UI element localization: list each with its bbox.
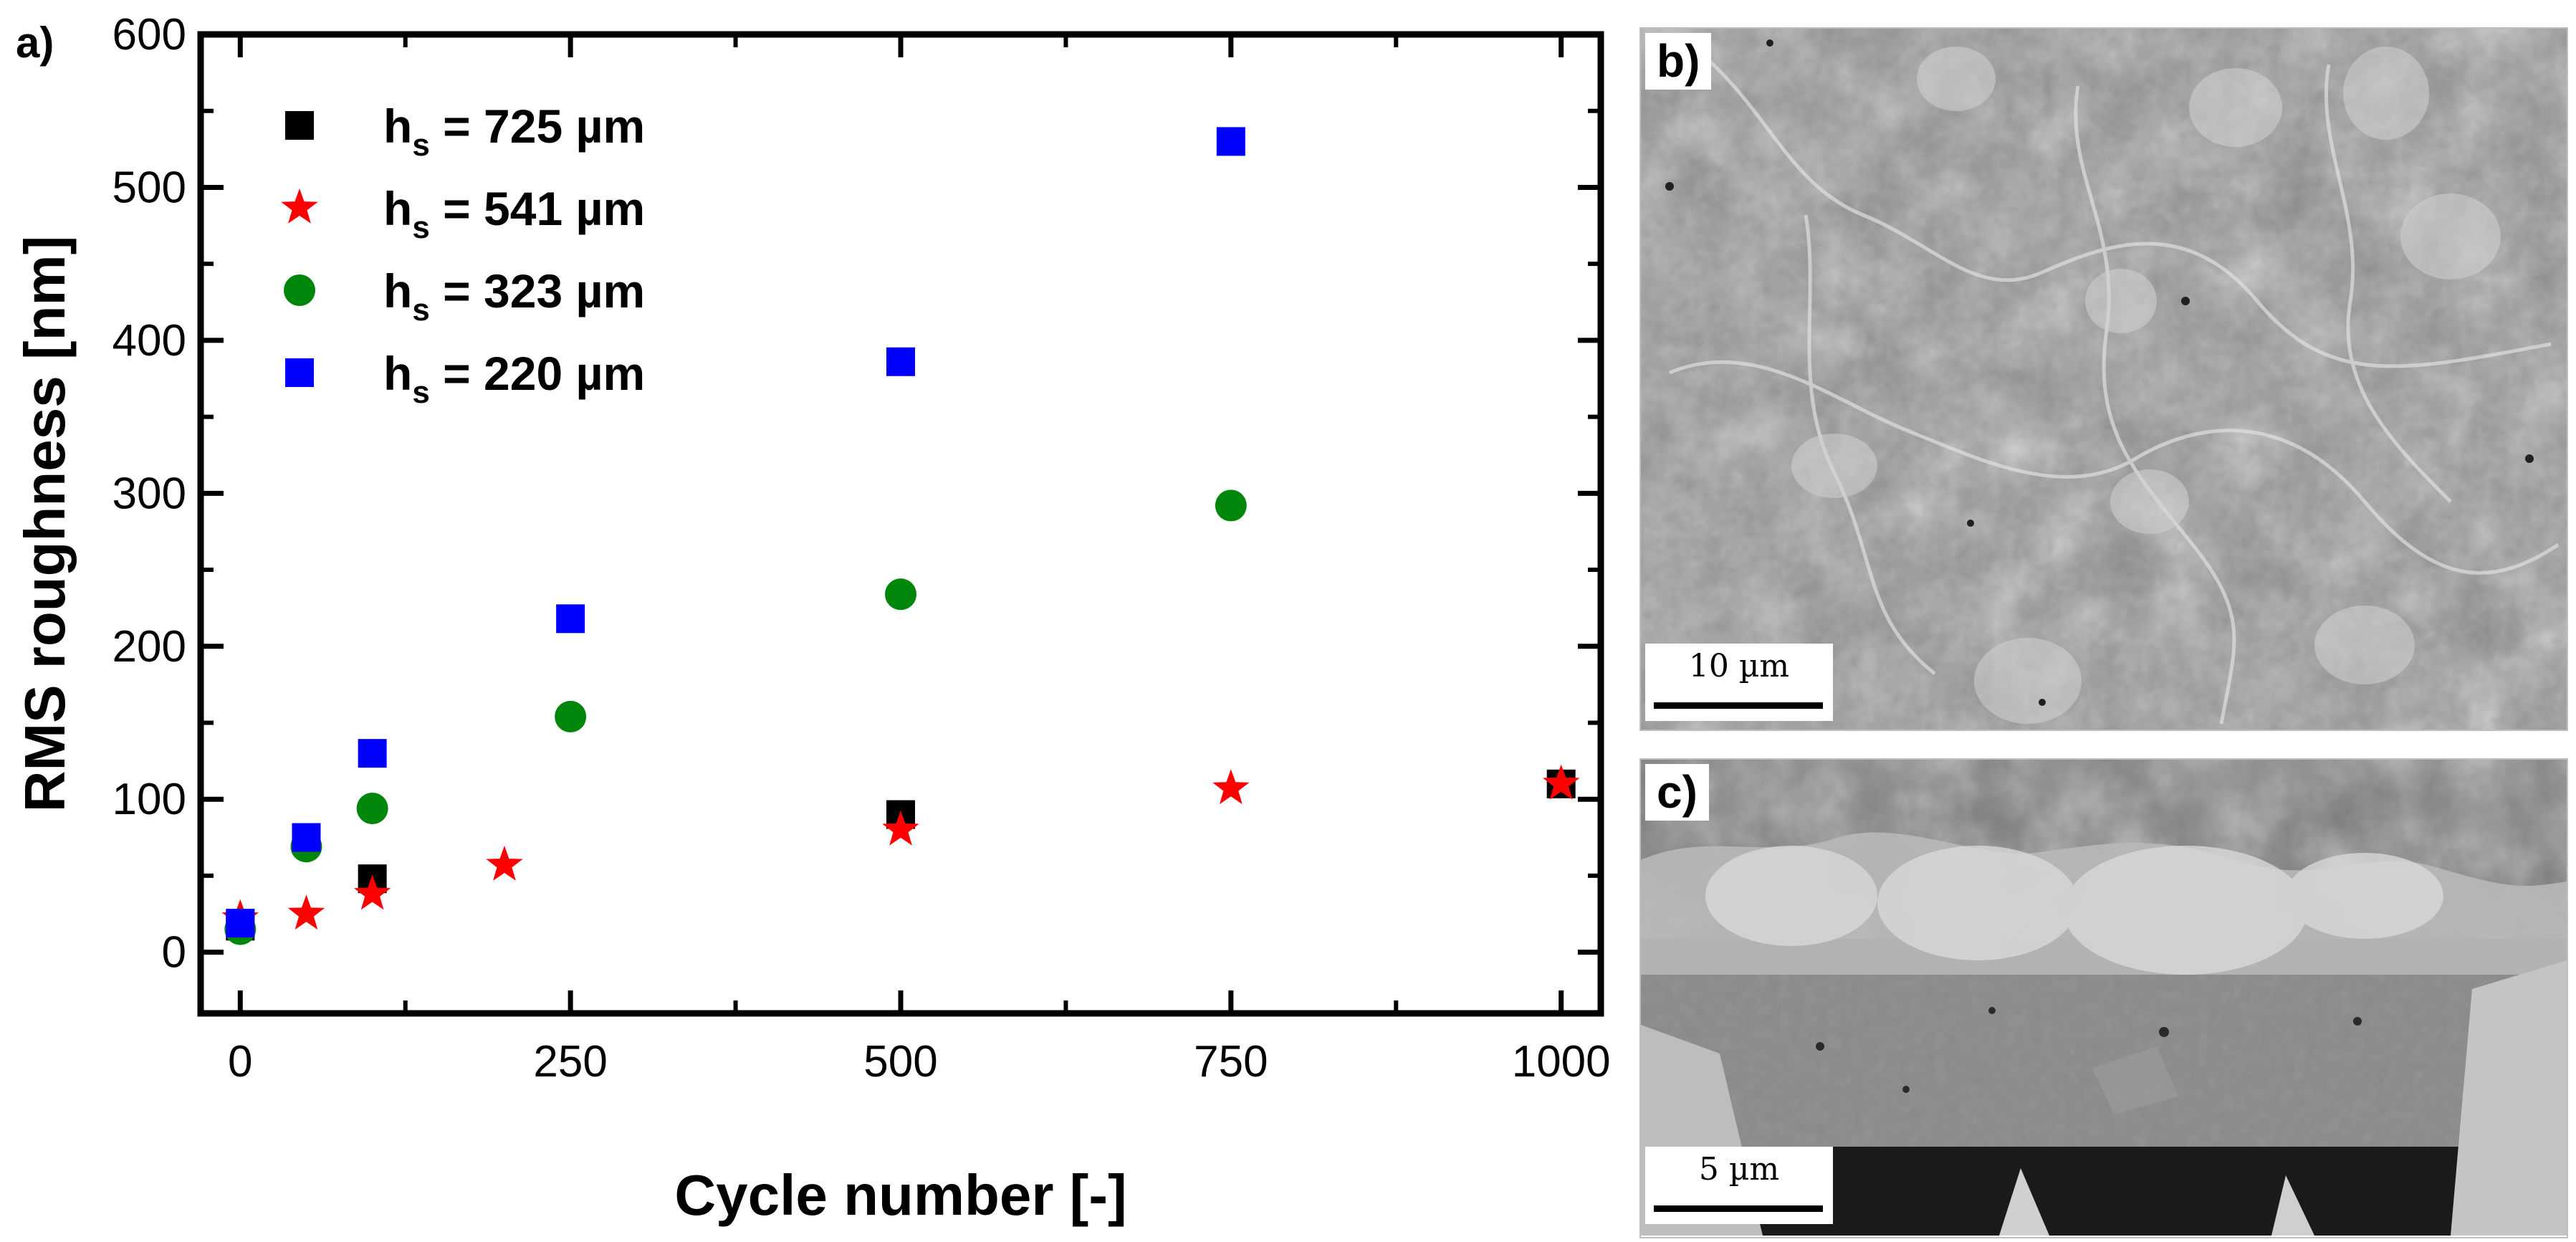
data-point (556, 604, 585, 634)
series-0 (226, 769, 1576, 941)
series-1 (221, 764, 1580, 935)
y-tick-label: 600 (112, 10, 186, 59)
legend-entry: hs = 323 µm (284, 264, 645, 328)
micrograph-c (1641, 760, 2567, 1236)
legend-label: hs = 725 µm (383, 100, 645, 163)
scale-bar-b-text: 10 µm (1688, 648, 1790, 684)
data-point (287, 894, 325, 930)
scale-bar-c-line (1654, 1205, 1823, 1212)
x-tick-label: 750 (1194, 1037, 1268, 1086)
legend-label: hs = 323 µm (383, 264, 645, 328)
scale-bar-b: 10 µm (1645, 644, 1833, 721)
y-tick-label: 300 (112, 469, 186, 518)
y-tick-label: 100 (112, 775, 186, 824)
data-point (1216, 127, 1245, 156)
panel-label-a: a) (16, 19, 54, 67)
y-tick-label: 500 (112, 163, 186, 212)
x-axis-label: Cycle number [-] (674, 1163, 1126, 1227)
y-tick-label: 0 (162, 928, 186, 978)
data-point (354, 874, 391, 910)
legend-marker (285, 358, 314, 387)
x-tick-label: 0 (228, 1037, 252, 1086)
micrograph-b (1641, 29, 2567, 730)
scale-bar-b-line (1654, 702, 1823, 709)
x-tick-label: 500 (863, 1037, 937, 1086)
data-series (221, 127, 1580, 945)
y-tick-label: 400 (112, 316, 186, 366)
legend-label: hs = 220 µm (383, 347, 645, 410)
legend-entry: hs = 541 µm (281, 182, 645, 245)
tick-labels: 0 250 500 750 1000 0 100 200 300 400 500 600 (112, 10, 1611, 1086)
axis-ticks (201, 32, 1601, 1013)
y-tick-label: 200 (112, 622, 186, 672)
data-point (1215, 489, 1247, 522)
data-point (886, 347, 915, 376)
legend-marker (285, 111, 314, 140)
series-2 (224, 489, 1247, 945)
data-point (292, 823, 321, 852)
plot-frame (197, 31, 1604, 1017)
data-point (882, 810, 919, 846)
y-axis-label: RMS roughness [nm] (13, 236, 77, 812)
legend-label: hs = 541 µm (383, 182, 645, 245)
data-point (358, 739, 387, 768)
series-3 (226, 127, 1245, 938)
legend-marker (284, 274, 315, 306)
x-tick-label: 1000 (1512, 1037, 1611, 1086)
micrograph-b-panel: b) 10 µm (1639, 27, 2568, 731)
micrograph-c-panel: c) 5 µm (1639, 758, 2568, 1238)
scale-bar-c-text: 5 µm (1698, 1151, 1780, 1188)
data-point (486, 846, 523, 881)
legend-entry: hs = 220 µm (285, 347, 645, 410)
data-point (226, 909, 255, 938)
data-point (555, 700, 587, 732)
legend-marker (281, 188, 318, 224)
panel-label-b: b) (1645, 33, 1712, 90)
panel-label-c: c) (1645, 764, 1709, 821)
legend: hs = 725 µm hs = 541 µm hs = 323 µm hs = 22… (281, 100, 645, 410)
data-point (1543, 764, 1580, 800)
data-point (356, 792, 388, 824)
x-tick-label: 250 (533, 1037, 607, 1086)
data-point (1212, 769, 1250, 805)
data-point (885, 578, 916, 611)
scale-bar-c: 5 µm (1645, 1147, 1833, 1224)
legend-entry: hs = 725 µm (285, 100, 645, 163)
